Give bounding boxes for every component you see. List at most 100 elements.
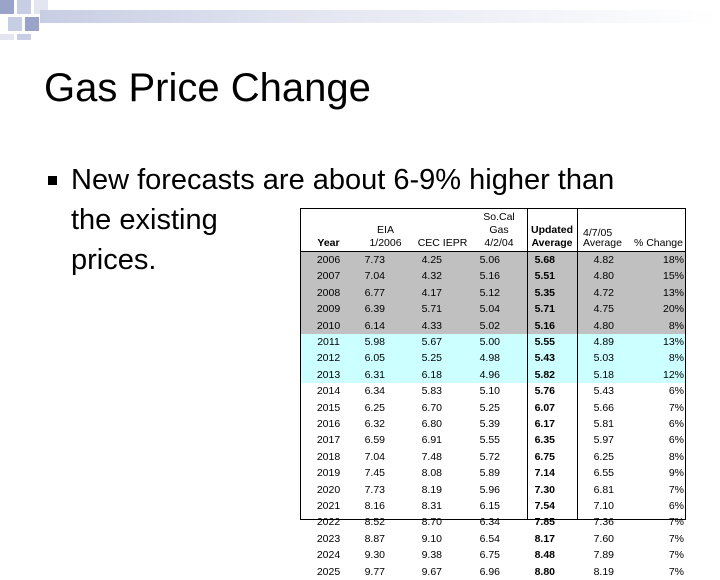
cell-year: 2020: [316, 483, 341, 496]
cell-average: 4.75: [593, 303, 614, 316]
cell-socal: 5.12: [479, 286, 500, 299]
table-row: 2018 7.04 7.48 5.72 6.75 6.25 8%: [301, 449, 685, 465]
table-row: 2020 7.73 8.19 5.96 7.30 6.81 7%: [301, 482, 685, 498]
cell-updated: 8.80: [534, 565, 555, 578]
cell-year: 2007: [316, 270, 341, 283]
cell-average: 8.19: [593, 565, 614, 578]
cell-updated: 7.85: [534, 516, 555, 529]
cell-average: 7.60: [593, 532, 614, 545]
cell-cec: 9.67: [421, 565, 442, 578]
cell-pct: 7%: [668, 401, 684, 414]
cell-socal: 5.89: [479, 467, 500, 480]
cell-updated: 8.48: [534, 549, 555, 562]
cell-average: 4.82: [593, 254, 614, 266]
cell-cec: 6.70: [421, 401, 442, 414]
cell-eia: 6.59: [364, 434, 385, 447]
cell-updated: 6.75: [534, 450, 555, 463]
cell-average: 5.66: [593, 401, 614, 414]
cell-year: 2006: [316, 254, 341, 266]
cell-socal: 5.04: [479, 303, 500, 316]
header-socal-gas: Gas: [489, 224, 509, 236]
cell-eia: 6.77: [364, 286, 385, 299]
cell-average: 6.25: [593, 450, 614, 463]
cell-year: 2008: [316, 286, 341, 299]
cell-cec: 6.80: [421, 418, 442, 430]
cell-pct: 18%: [662, 254, 684, 266]
cell-pct: 20%: [662, 303, 684, 316]
cell-year: 2010: [316, 319, 341, 332]
cell-cec: 5.67: [421, 336, 442, 348]
header-bar: [40, 10, 720, 23]
table-row: 2006 7.73 4.25 5.06 5.68 4.82 18%: [301, 252, 685, 269]
cell-socal: 6.34: [479, 516, 500, 529]
cell-socal: 5.16: [479, 270, 500, 283]
cell-year: 2011: [317, 336, 340, 348]
header-eia-date: 1/2006: [369, 237, 402, 249]
cell-socal: 6.15: [479, 500, 500, 512]
cell-updated: 6.17: [534, 418, 555, 430]
header-divider: [301, 251, 685, 252]
cell-pct: 13%: [662, 336, 684, 348]
cell-pct: 6%: [668, 500, 684, 512]
cell-average: 5.81: [593, 418, 614, 430]
bullet-line: New forecasts are about 6-9% higher than: [71, 164, 615, 196]
cell-updated: 5.55: [534, 336, 555, 348]
cell-socal: 5.25: [479, 401, 500, 414]
cell-eia: 7.45: [364, 467, 385, 480]
table-row: 2010 6.14 4.33 5.02 5.16 4.80 8%: [301, 317, 685, 334]
cell-updated: 6.07: [534, 401, 555, 414]
cell-year: 2014: [316, 385, 341, 398]
cell-average: 5.43: [593, 385, 614, 398]
cell-pct: 15%: [662, 270, 684, 283]
cell-cec: 7.48: [421, 450, 442, 463]
cell-cec: 9.10: [421, 532, 442, 545]
gas-price-table: Year EIA 1/2006 CEC IEPR So.Cal Gas 4/2/…: [300, 208, 686, 578]
cell-cec: 8.19: [421, 483, 442, 496]
header-date-label: 4/7/05: [583, 227, 613, 239]
cell-eia: 7.73: [364, 254, 385, 266]
cell-cec: 4.33: [421, 319, 442, 332]
cell-updated: 5.43: [534, 352, 555, 365]
cell-eia: 6.31: [364, 368, 385, 381]
cell-pct: 9%: [668, 467, 684, 480]
table-row: 2015 6.25 6.70 5.25 6.07 5.66 7%: [301, 400, 685, 416]
cell-socal: 5.72: [479, 450, 500, 463]
bullet-square-icon: [48, 176, 57, 185]
cell-eia: 6.25: [364, 401, 385, 414]
cell-cec: 6.18: [421, 368, 442, 381]
cell-socal: 4.98: [479, 352, 500, 365]
cell-updated: 8.17: [534, 532, 555, 545]
cell-socal: 6.75: [479, 549, 500, 562]
cell-cec: 8.08: [421, 467, 442, 480]
cell-cec: 5.25: [421, 352, 442, 365]
cell-eia: 6.05: [364, 352, 385, 365]
cell-socal: 6.96: [479, 565, 500, 578]
header-socal-date: 4/2/04: [484, 237, 514, 249]
cell-updated: 7.54: [534, 500, 555, 512]
cell-average: 6.81: [593, 483, 614, 496]
cell-updated: 5.16: [534, 319, 555, 332]
cell-average: 4.80: [593, 319, 614, 332]
cell-socal: 5.02: [479, 319, 500, 332]
header-updated-average: Average: [531, 237, 573, 249]
cell-year: 2022: [316, 516, 341, 529]
cell-eia: 7.73: [364, 483, 385, 496]
cell-updated: 5.51: [534, 270, 555, 283]
slide-title: Gas Price Change: [44, 66, 371, 110]
cell-pct: 7%: [668, 483, 684, 496]
table-row: 2022 8.52 8.70 6.34 7.85 7.36 7%: [301, 514, 685, 530]
cell-cec: 8.31: [421, 500, 442, 512]
cell-cec: 6.91: [421, 434, 442, 447]
table-row: 2013 6.31 6.18 4.96 5.82 5.18 12%: [301, 366, 685, 384]
table-row: 2007 7.04 4.32 5.16 5.51 4.80 15%: [301, 268, 685, 285]
table-row: 2009 6.39 5.71 5.04 5.71 4.75 20%: [301, 301, 685, 318]
header-year: Year: [317, 237, 340, 249]
cell-socal: 6.54: [479, 532, 500, 545]
cell-average: 7.89: [593, 549, 614, 562]
cell-eia: 8.87: [364, 532, 385, 545]
cell-socal: 4.96: [479, 368, 500, 381]
table-row: 2014 6.34 5.83 5.10 5.76 5.43 6%: [301, 383, 685, 399]
cell-year: 2017: [316, 434, 341, 447]
cell-socal: 5.39: [479, 418, 500, 430]
cell-pct: 8%: [668, 352, 684, 365]
